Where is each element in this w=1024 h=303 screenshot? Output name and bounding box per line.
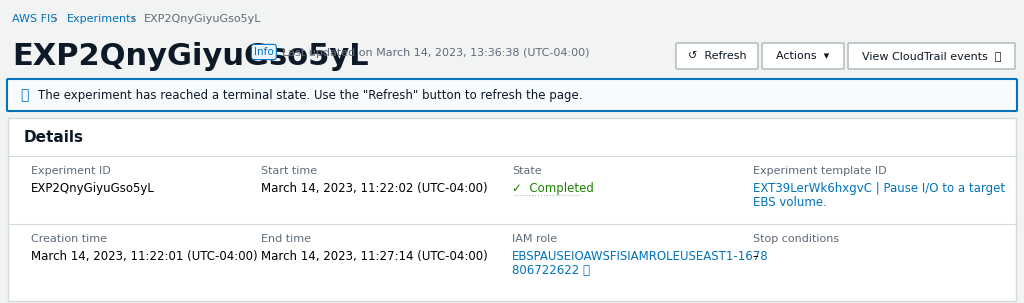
- FancyBboxPatch shape: [676, 43, 758, 69]
- Text: Details: Details: [24, 130, 84, 145]
- Text: Start time: Start time: [261, 166, 317, 176]
- Text: Creation time: Creation time: [31, 234, 106, 244]
- Text: March 14, 2023, 11:22:01 (UTC-04:00): March 14, 2023, 11:22:01 (UTC-04:00): [31, 250, 257, 263]
- Text: –: –: [753, 250, 759, 263]
- Text: Last updated on March 14, 2023, 13:36:38 (UTC-04:00): Last updated on March 14, 2023, 13:36:38…: [282, 48, 590, 58]
- Text: View CloudTrail events  ⧉: View CloudTrail events ⧉: [862, 51, 1001, 61]
- Text: State: State: [512, 166, 542, 176]
- Text: Stop conditions: Stop conditions: [753, 234, 839, 244]
- Bar: [8, 118, 1016, 301]
- Text: The experiment has reached a terminal state. Use the "Refresh" button to refresh: The experiment has reached a terminal st…: [38, 88, 583, 102]
- Text: ›: ›: [128, 14, 139, 24]
- Text: March 14, 2023, 11:27:14 (UTC-04:00): March 14, 2023, 11:27:14 (UTC-04:00): [261, 250, 487, 263]
- Text: March 14, 2023, 11:22:02 (UTC-04:00): March 14, 2023, 11:22:02 (UTC-04:00): [261, 182, 487, 195]
- Text: EXT39LerWk6hxgvC | Pause I/O to a target: EXT39LerWk6hxgvC | Pause I/O to a target: [753, 182, 1005, 195]
- Text: EXP2QnyGiyuGso5yL: EXP2QnyGiyuGso5yL: [144, 14, 261, 24]
- Text: ↺  Refresh: ↺ Refresh: [688, 51, 746, 61]
- Text: End time: End time: [261, 234, 311, 244]
- Text: EBS volume.: EBS volume.: [753, 196, 826, 209]
- Text: ⓘ: ⓘ: [19, 88, 29, 102]
- FancyBboxPatch shape: [7, 79, 1017, 111]
- Text: Actions  ▾: Actions ▾: [776, 51, 829, 61]
- Text: IAM role: IAM role: [512, 234, 557, 244]
- Text: Experiment template ID: Experiment template ID: [753, 166, 886, 176]
- FancyBboxPatch shape: [848, 43, 1015, 69]
- FancyBboxPatch shape: [762, 43, 844, 69]
- Text: Experiments: Experiments: [67, 14, 137, 24]
- Text: Info: Info: [254, 47, 273, 57]
- Text: Experiment ID: Experiment ID: [31, 166, 111, 176]
- Text: EXP2QnyGiyuGso5yL: EXP2QnyGiyuGso5yL: [31, 182, 155, 195]
- Text: EBSPAUSEIOAWSFISIAMROLEUSEAST1-1678: EBSPAUSEIOAWSFISIAMROLEUSEAST1-1678: [512, 250, 769, 263]
- Text: ›: ›: [50, 14, 61, 24]
- Text: 806722622 ⧉: 806722622 ⧉: [512, 264, 590, 277]
- Text: ✓  Completed: ✓ Completed: [512, 182, 594, 195]
- Text: AWS FIS: AWS FIS: [12, 14, 57, 24]
- Text: EXP2QnyGiyuGso5yL: EXP2QnyGiyuGso5yL: [12, 42, 369, 71]
